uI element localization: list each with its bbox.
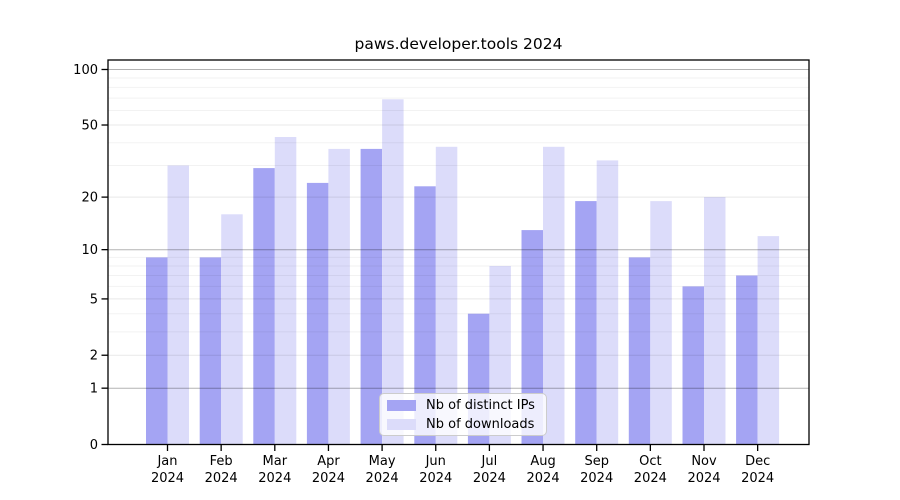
x-tick-label-month-mar: Mar bbox=[263, 454, 288, 469]
x-tick-label-month-nov: Nov bbox=[691, 454, 717, 469]
bar-distinct-ips-sep bbox=[575, 201, 597, 445]
bar-distinct-ips-mar bbox=[253, 168, 275, 445]
x-tick-label-year-nov: 2024 bbox=[687, 471, 720, 486]
bar-downloads-mar bbox=[274, 137, 297, 445]
bar-downloads-nov bbox=[704, 197, 726, 445]
bar-downloads-apr bbox=[328, 148, 350, 445]
x-tick-label-year-apr: 2024 bbox=[312, 471, 345, 486]
legend-item-distinct-ips: Nb of distinct IPs bbox=[380, 398, 546, 413]
legend: Nb of distinct IPs Nb of downloads bbox=[379, 393, 547, 436]
x-tick-label-month-feb: Feb bbox=[210, 454, 233, 469]
chart-title: paws.developer.tools 2024 bbox=[354, 35, 563, 53]
bar-distinct-ips-apr bbox=[306, 182, 329, 445]
legend-swatch-distinct-ips bbox=[387, 399, 416, 411]
x-tick-label-month-may: May bbox=[369, 454, 396, 469]
x-tick-label-year-oct: 2024 bbox=[634, 471, 667, 486]
plot-frame bbox=[107, 59, 810, 446]
y-tick-label-1: 1 bbox=[90, 382, 98, 397]
x-tick-label-year-sep: 2024 bbox=[580, 471, 613, 486]
bar-distinct-ips-jun bbox=[414, 186, 436, 445]
legend-label-downloads: Nb of downloads bbox=[426, 416, 535, 432]
y-tick-label-10: 10 bbox=[81, 243, 98, 258]
bar-distinct-ips-dec bbox=[736, 275, 758, 445]
x-tick-label-year-feb: 2024 bbox=[205, 471, 238, 486]
bar-downloads-may bbox=[382, 99, 404, 445]
x-tick-label-month-apr: Apr bbox=[317, 454, 340, 469]
x-tick-label-month-jul: Jul bbox=[481, 454, 498, 469]
bar-distinct-ips-may bbox=[360, 148, 383, 445]
x-tick-label-month-oct: Oct bbox=[639, 454, 661, 469]
bar-distinct-ips-feb bbox=[199, 257, 222, 445]
bar-downloads-sep bbox=[596, 160, 619, 445]
bar-downloads-oct bbox=[650, 201, 672, 445]
y-tick-label-20: 20 bbox=[81, 191, 98, 206]
x-tick-label-year-aug: 2024 bbox=[527, 471, 560, 486]
bar-distinct-ips-jan bbox=[146, 257, 168, 445]
legend-label-distinct-ips: Nb of distinct IPs bbox=[426, 397, 535, 413]
y-tick-label-0: 0 bbox=[90, 438, 98, 453]
y-tick-label-2: 2 bbox=[90, 349, 98, 364]
x-tick-label-year-mar: 2024 bbox=[258, 471, 291, 486]
x-tick-label-month-jan: Jan bbox=[156, 454, 177, 469]
x-tick-label-month-sep: Sep bbox=[584, 454, 609, 469]
bar-downloads-jun bbox=[435, 146, 458, 445]
x-tick-label-month-jun: Jun bbox=[425, 454, 446, 469]
x-tick-label-year-jul: 2024 bbox=[473, 471, 506, 486]
x-tick-label-year-may: 2024 bbox=[366, 471, 399, 486]
bar-distinct-ips-oct bbox=[628, 257, 651, 445]
legend-item-downloads: Nb of downloads bbox=[380, 417, 546, 432]
x-tick-label-year-dec: 2024 bbox=[741, 471, 774, 486]
x-tick-label-year-jun: 2024 bbox=[419, 471, 452, 486]
bar-downloads-aug bbox=[543, 146, 565, 445]
x-tick-label-month-dec: Dec bbox=[745, 454, 770, 469]
bar-distinct-ips-aug bbox=[521, 230, 543, 445]
y-tick-label-100: 100 bbox=[73, 63, 98, 78]
y-tick-label-5: 5 bbox=[90, 292, 98, 307]
y-tick-label-50: 50 bbox=[81, 119, 98, 134]
bar-downloads-jan bbox=[167, 165, 189, 445]
legend-swatch-downloads bbox=[387, 418, 416, 430]
x-tick-label-year-jan: 2024 bbox=[151, 471, 184, 486]
bar-distinct-ips-nov bbox=[682, 286, 704, 445]
x-tick-label-month-aug: Aug bbox=[530, 454, 555, 469]
bar-downloads-feb bbox=[221, 214, 243, 445]
bar-downloads-dec bbox=[757, 236, 780, 445]
